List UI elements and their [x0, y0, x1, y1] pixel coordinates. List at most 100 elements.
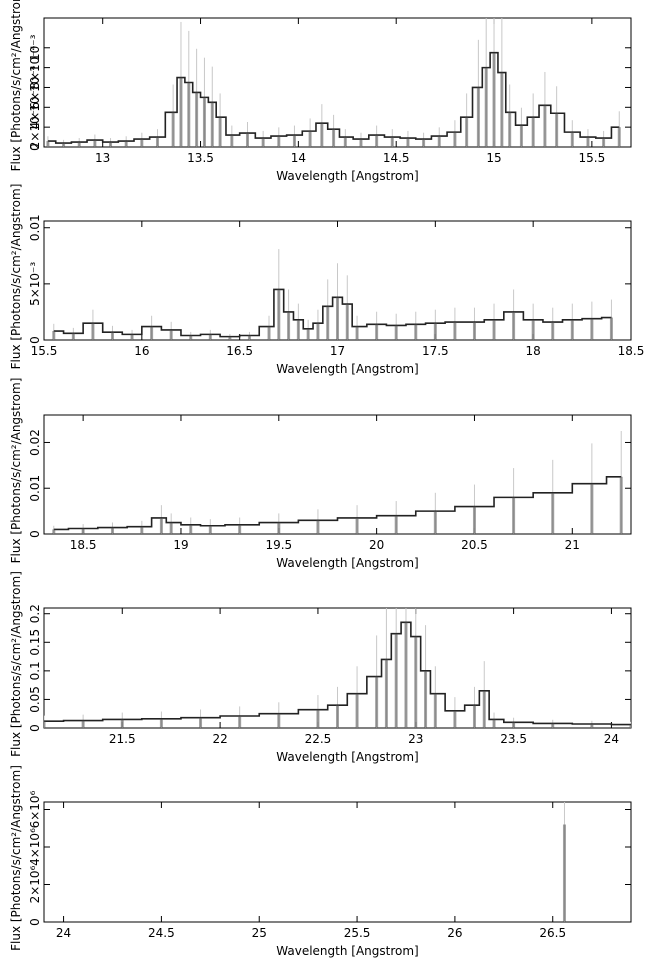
data-point	[394, 633, 398, 728]
data-point	[406, 138, 410, 147]
data-point	[110, 527, 114, 534]
data-point	[238, 524, 242, 534]
data-point	[316, 709, 320, 728]
data-point	[570, 132, 574, 147]
data-point	[355, 326, 359, 340]
y-tick-label: 6×10⁻⁴	[28, 65, 42, 109]
y-tick-label: 0.02	[28, 429, 42, 456]
plot-frame	[43, 17, 632, 148]
series-line	[44, 621, 631, 726]
data-point	[187, 82, 191, 147]
data-point	[189, 524, 193, 534]
data-point	[336, 705, 339, 728]
data-point	[512, 722, 516, 728]
plot-frame	[43, 414, 632, 535]
data-point	[130, 334, 134, 340]
data-point	[531, 117, 535, 147]
data-point	[512, 497, 516, 534]
data-point	[617, 127, 621, 147]
data-point	[345, 304, 349, 340]
x-axis-label: Wavelength [Angstrom]	[276, 750, 418, 764]
data-point	[519, 125, 523, 147]
data-point	[492, 52, 496, 147]
data-point	[472, 506, 476, 534]
data-point	[320, 123, 324, 147]
data-point	[46, 141, 50, 147]
x-tick-label: 18.5	[618, 344, 645, 358]
data-point	[316, 323, 320, 340]
data-point	[619, 476, 623, 534]
data-point	[326, 306, 330, 340]
data-point	[590, 483, 594, 534]
data-point	[238, 716, 242, 728]
data-point	[394, 515, 398, 534]
data-point	[551, 492, 555, 534]
y-tick-label: 2×10⁻⁴	[28, 105, 42, 149]
x-tick-label: 20	[369, 538, 384, 552]
x-tick-label: 16	[134, 344, 149, 358]
data-point	[277, 522, 281, 534]
data-point	[472, 322, 476, 340]
series-line	[47, 51, 620, 144]
x-tick-label: 20.5	[461, 538, 488, 552]
y-tick-label: 0	[28, 143, 42, 151]
data-point	[433, 693, 437, 728]
data-point	[277, 713, 281, 728]
x-tick-label: 25.5	[344, 926, 371, 940]
x-axis-label: Wavelength [Angstrom]	[276, 556, 418, 570]
data-point	[247, 335, 251, 340]
data-point	[267, 326, 271, 340]
data-point	[332, 129, 336, 147]
x-tick-label: 23.5	[500, 732, 527, 746]
data-point	[500, 72, 504, 147]
x-tick-label: 13	[95, 151, 110, 165]
data-point	[508, 112, 512, 147]
data-point	[422, 139, 426, 147]
panel-2: 15.5 16 16.5 17 17.5 18 18.5 0 5×10⁻³ 0.01 Wavelen…	[9, 184, 644, 376]
y-tick-label: 2×10⁶	[28, 865, 42, 903]
data-point	[359, 139, 363, 147]
data-point	[433, 323, 437, 340]
x-tick-label: 25	[252, 926, 267, 940]
data-point	[287, 311, 291, 340]
series-1	[562, 802, 566, 922]
data-point	[590, 318, 594, 340]
data-point	[453, 322, 457, 340]
data-point	[437, 136, 441, 147]
data-point	[199, 717, 203, 728]
y-tick-label: 4×10⁶	[28, 828, 42, 866]
data-point	[543, 105, 547, 147]
data-point	[551, 322, 555, 340]
data-point	[110, 332, 114, 340]
data-point	[414, 636, 418, 728]
x-tick-label: 15.5	[31, 344, 58, 358]
x-tick-label: 19.5	[265, 538, 292, 552]
data-point	[150, 326, 154, 340]
data-point	[155, 137, 159, 147]
x-tick-label: 24	[56, 926, 71, 940]
y-tick-label: 0	[28, 530, 42, 538]
data-point	[81, 720, 85, 728]
data-point	[433, 511, 437, 534]
data-point	[531, 319, 535, 340]
y-axis-label: Flux [Photons/s/cm²/Angstrom]	[9, 571, 23, 757]
y-tick-label: 0.2	[28, 604, 42, 623]
data-point	[476, 87, 480, 147]
data-point	[277, 289, 281, 340]
data-point	[93, 140, 97, 147]
data-point	[261, 138, 265, 147]
data-point	[62, 143, 66, 147]
data-point	[384, 659, 388, 728]
data-point	[109, 142, 113, 147]
series-1	[52, 249, 613, 340]
panel-3: 18.5 19 19.5 20 20.5 21 0 0.01 0.02 Wavelength [A…	[9, 378, 632, 570]
data-point	[492, 319, 496, 340]
series-line	[53, 475, 622, 531]
series-1	[44, 608, 631, 728]
data-point	[355, 693, 359, 728]
y-tick-label: 0.15	[28, 629, 42, 656]
data-point	[629, 724, 631, 728]
x-tick-label: 14	[291, 151, 306, 165]
data-point	[512, 311, 516, 340]
